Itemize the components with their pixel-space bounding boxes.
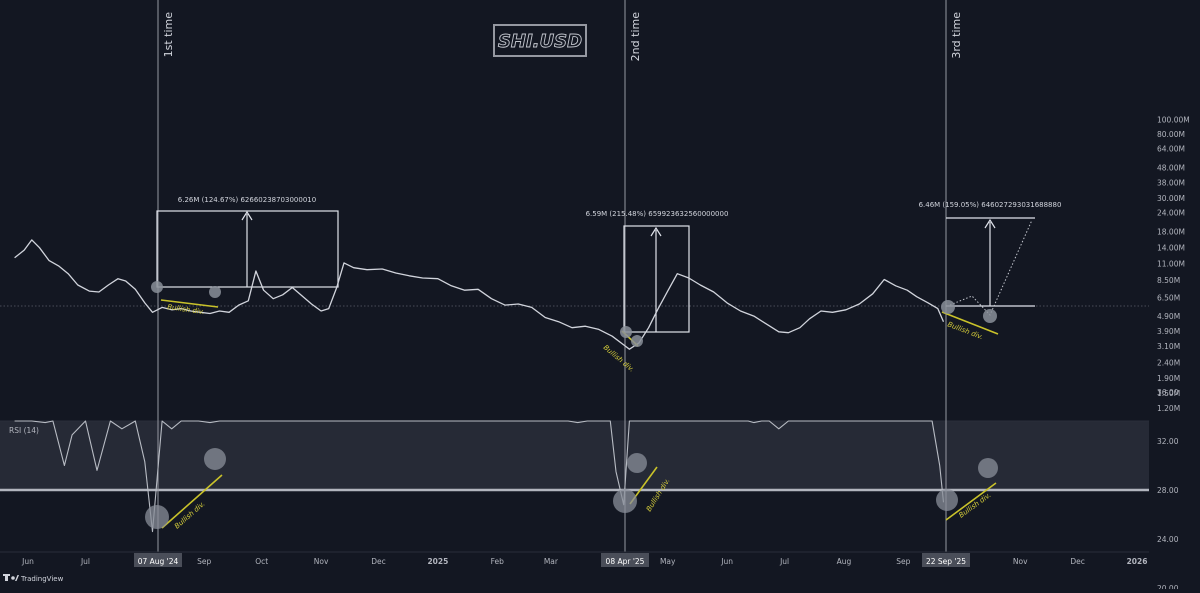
price-tick-label: 100.00M [1157,116,1190,125]
rsi-divergence-line-3 [945,482,997,521]
event-label-2: 2nd time [629,12,642,62]
rsi-tick-label: 36.00 [1157,388,1179,397]
price-tick-label: 6.50M [1157,294,1180,303]
price-tick-label: 8.50M [1157,276,1180,285]
x-tick-label: Jul [80,557,90,566]
pivot-marker-rsi-6 [978,458,998,478]
measurement-2 [623,225,690,333]
price-tick-label: 4.90M [1157,312,1180,321]
pivot-marker-rsi-1 [145,505,169,529]
x-tick-label: Mar [544,557,559,566]
x-tick-label: May [660,557,676,566]
price-tick-label: 30.00M [1157,194,1185,203]
rsi-tick-label: 32.00 [1157,437,1179,446]
branding-text: TradingView [20,575,64,583]
measurement-3-text: 6.46M (159.05%) 646027293031688880 [919,201,1062,209]
x-tick-label: Feb [491,557,505,566]
price-tick-label: 11.00M [1157,260,1185,269]
rsi-divergence-line-1 [161,474,223,529]
date-tag-box [601,553,649,567]
x-tick-label: 2025 [427,557,448,566]
price-tick-label: 18.00M [1157,227,1185,236]
price-tick-label: 1.50M [1157,389,1180,398]
date-tag-label: 07 Aug '24 [138,557,179,566]
rsi-tick-label: 24.00 [1157,535,1179,544]
event-label-1: 1st time [162,12,175,58]
x-tick-label: Jul [779,557,789,566]
event-label-3: 3rd time [950,12,963,59]
price-tick-label: 38.00M [1157,179,1185,188]
pivot-marker-rsi-4 [627,453,647,473]
price-tick-label: 1.90M [1157,374,1180,383]
rsi-band [0,421,1149,491]
x-tick-label: Jun [21,557,34,566]
price-tick-label: 2.40M [1157,359,1180,368]
measurement-1 [156,210,339,288]
pivot-marker-price-3 [620,326,632,338]
date-tag-label: 22 Sep '25 [926,557,966,566]
price-divergence-line-1 [160,299,219,308]
tradingview-logo-icon [3,574,19,581]
x-tick-label: Oct [255,557,268,566]
price-tick-label: 64.00M [1157,145,1185,154]
symbol-box [493,24,587,57]
pivot-marker-price-1 [151,281,163,293]
date-tag-box [922,553,970,567]
symbol-watermark: SHI.USD [498,31,582,52]
price-axis-ticks: 100.00M 80.00M 64.00M 48.00M 38.00M 30.00M 24.… [1157,116,1190,413]
rsi-label: RSI (14) [9,426,39,435]
measurement-2-text: 6.59M (215.48%) 659923632560000000 [586,210,729,218]
pivot-marker-price-5 [941,300,955,314]
pivot-marker-rsi-2 [204,448,226,470]
rsi-tick-label: 20.00 [1157,584,1179,589]
date-tags: 07 Aug '24 08 Apr '25 22 Sep '25 [134,553,970,567]
x-tick-label: Sep [197,557,211,566]
price-tick-label: 14.00M [1157,244,1185,253]
date-tag-label: 08 Apr '25 [606,557,645,566]
price-tick-label: 3.90M [1157,327,1180,336]
rsi-tick-label: 28.00 [1157,486,1179,495]
x-tick-label: Dec [1070,557,1085,566]
pivot-marker-price-4 [631,335,643,347]
price-tick-label: 1.20M [1157,404,1180,413]
price-tick-label: 48.00M [1157,164,1185,173]
x-tick-label: Nov [314,557,329,566]
date-tag-box [134,553,182,567]
price-tick-label: 24.00M [1157,209,1185,218]
x-tick-label: Sep [896,557,910,566]
rsi-series-line [14,420,945,533]
measurement-1-text: 6.26M (124.67%) 62660238703000010 [178,196,316,204]
pivot-marker-price-6 [983,309,997,323]
pivot-marker-rsi-3 [613,489,637,513]
x-tick-label: Dec [371,557,386,566]
x-tick-label: Aug [837,557,852,566]
price-series-line [14,239,945,350]
pivot-marker-price-2 [209,286,221,298]
price-tick-label: 3.10M [1157,342,1180,351]
x-tick-label: Jun [720,557,733,566]
pivot-marker-rsi-5 [936,489,958,511]
price-tick-label: 80.00M [1157,130,1185,139]
x-tick-label: 2026 [1127,557,1148,566]
measurement-3 [946,217,1035,316]
x-tick-label: Nov [1013,557,1028,566]
price-divergence-line-3 [941,311,999,335]
